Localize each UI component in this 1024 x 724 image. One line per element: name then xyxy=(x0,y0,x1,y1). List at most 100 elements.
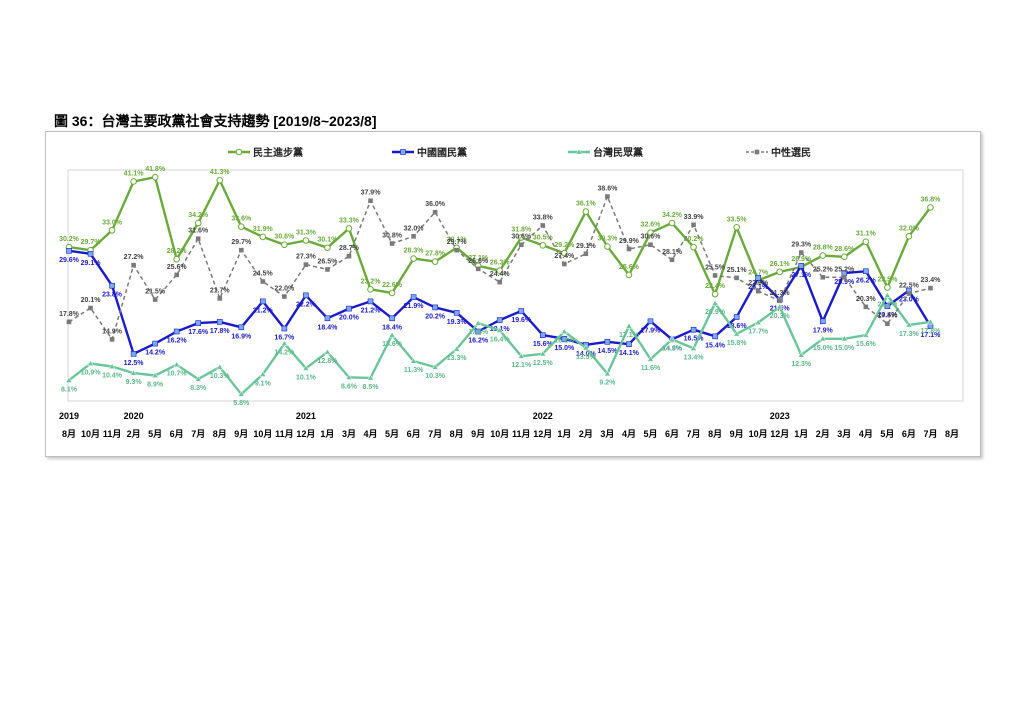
data-label: 17.6% xyxy=(188,329,209,336)
data-point xyxy=(325,267,330,272)
data-point xyxy=(368,198,373,204)
data-label: 16.2% xyxy=(468,338,489,345)
data-point xyxy=(411,233,416,239)
data-point xyxy=(151,173,159,181)
legend-item-1: 民主進步黨 xyxy=(228,146,303,159)
data-point xyxy=(777,298,783,304)
data-label: 21.2% xyxy=(361,307,382,314)
x-tick-label: 3月 xyxy=(837,429,851,439)
data-label: 9.2% xyxy=(599,380,616,387)
data-label: 34.2% xyxy=(662,212,683,219)
data-point xyxy=(431,258,439,265)
data-point xyxy=(862,331,870,338)
data-point xyxy=(432,304,438,311)
data-point xyxy=(432,209,438,215)
data-label: 23.4% xyxy=(921,277,942,284)
data-label: 12.8% xyxy=(318,358,339,365)
data-point xyxy=(754,318,762,325)
data-label: 32.0% xyxy=(899,225,920,232)
x-tick-label: 11月 xyxy=(512,429,531,439)
x-tick-label: 12月 xyxy=(533,429,552,439)
data-label: 29.6% xyxy=(59,257,80,264)
data-label: 13.5% xyxy=(576,354,597,361)
x-tick-label: 1月 xyxy=(794,429,808,439)
data-point xyxy=(733,330,741,337)
data-label: 14.9% xyxy=(102,328,123,335)
data-point xyxy=(281,241,288,249)
data-point xyxy=(928,285,933,291)
data-point xyxy=(237,223,245,230)
data-point xyxy=(668,219,676,227)
data-point xyxy=(259,370,267,377)
legend-marker xyxy=(400,149,406,155)
data-label: 10.4% xyxy=(102,372,123,379)
data-label: 32.0% xyxy=(404,225,425,232)
data-point xyxy=(798,263,805,269)
x-year-label: 2023 xyxy=(770,411,790,421)
data-point xyxy=(842,274,847,280)
data-label: 31.1% xyxy=(856,231,877,238)
data-point xyxy=(237,390,245,397)
data-point xyxy=(66,319,72,325)
data-label: 17.1% xyxy=(921,332,942,339)
x-tick-label: 8月 xyxy=(708,429,722,439)
x-tick-label: 5月 xyxy=(880,429,894,439)
data-label: 20.4% xyxy=(877,312,898,319)
data-label: 18.4% xyxy=(382,324,403,331)
x-tick-label: 5月 xyxy=(643,429,657,439)
data-point xyxy=(539,242,547,249)
data-point xyxy=(152,297,158,302)
data-label: 25.1% xyxy=(727,267,748,274)
data-label: 24.4% xyxy=(490,271,511,278)
data-label: 28.6% xyxy=(834,246,855,253)
data-label: 16.7% xyxy=(274,335,295,342)
data-label: 14.1% xyxy=(619,350,640,357)
data-label: 14.5% xyxy=(597,348,618,355)
data-point xyxy=(65,376,73,383)
data-point xyxy=(195,320,202,326)
data-point xyxy=(410,357,418,364)
data-label: 26.1% xyxy=(770,261,791,268)
data-point xyxy=(109,337,115,342)
data-point xyxy=(152,340,158,347)
data-point xyxy=(626,246,632,252)
data-label: 5.8% xyxy=(233,400,250,407)
data-label: 22.0% xyxy=(274,286,295,293)
data-point xyxy=(195,236,201,242)
data-point xyxy=(733,223,740,231)
data-label: 30.2% xyxy=(684,236,705,243)
x-tick-label: 3月 xyxy=(342,429,356,439)
data-point xyxy=(625,322,633,329)
data-point xyxy=(883,291,891,298)
data-point xyxy=(173,361,181,368)
x-tick-label: 5月 xyxy=(385,429,399,439)
data-point xyxy=(496,267,504,274)
data-point xyxy=(691,222,696,228)
x-tick-label: 9月 xyxy=(730,429,744,439)
data-label: 21.7% xyxy=(210,287,231,294)
data-label: 37.9% xyxy=(361,190,382,197)
data-label: 10.1% xyxy=(296,374,317,381)
data-label: 29.2% xyxy=(554,242,575,249)
data-label: 17.8% xyxy=(210,328,231,335)
x-tick-label: 10月 xyxy=(81,429,100,439)
data-point xyxy=(583,251,589,257)
data-label: 41.1% xyxy=(124,170,145,177)
x-tick-label: 4月 xyxy=(859,429,873,439)
data-label: 15.0% xyxy=(813,345,834,352)
data-label: 27.2% xyxy=(124,254,145,261)
data-point xyxy=(151,372,159,378)
legend-label: 中性選民 xyxy=(771,146,811,159)
data-point xyxy=(497,279,503,285)
data-point xyxy=(345,225,353,232)
data-label: 8.5% xyxy=(363,384,380,391)
data-point xyxy=(604,338,611,345)
data-label: 33.0% xyxy=(102,219,123,226)
data-point xyxy=(281,325,288,332)
data-point xyxy=(260,298,266,305)
data-point xyxy=(324,244,331,252)
legend-label: 民主進步黨 xyxy=(253,146,303,159)
data-point xyxy=(410,294,417,300)
x-tick-label: 9月 xyxy=(234,429,248,439)
